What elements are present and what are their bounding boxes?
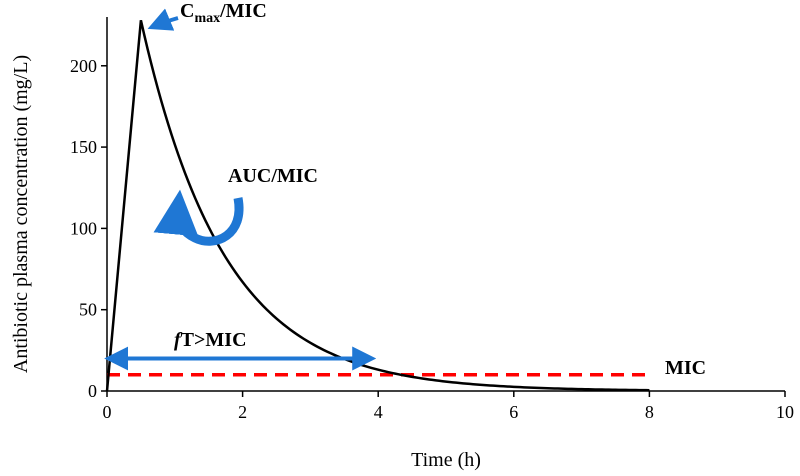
- cmax-arrow: [147, 8, 179, 31]
- y-tick-group: 0 50 100 150 200: [70, 56, 107, 401]
- ft-mic-label: fT>MIC: [174, 329, 247, 351]
- y-tick-label: 50: [79, 300, 97, 320]
- y-axis-title: Antibiotic plasma concentration (mg/L): [10, 55, 32, 373]
- auc-label: AUC/MIC: [228, 165, 318, 187]
- y-tick-label: 150: [70, 137, 97, 157]
- concentration-curve: [105, 19, 650, 392]
- auc-arrow: [153, 189, 244, 246]
- x-tick-label: 0: [103, 402, 112, 422]
- x-axis-title: Time (h): [411, 449, 481, 471]
- x-tick-label: 6: [509, 402, 518, 422]
- x-tick-label: 10: [776, 402, 794, 422]
- cmax-label: Cmax/MIC: [180, 0, 267, 26]
- x-tick-label: 2: [238, 402, 247, 422]
- y-tick-label: 100: [70, 218, 97, 238]
- x-tick-group: 0 2 4 6 8 10: [103, 391, 794, 422]
- y-tick-label: 0: [88, 381, 97, 401]
- x-tick-label: 4: [374, 402, 383, 422]
- mic-label: MIC: [665, 357, 706, 379]
- x-tick-label: 8: [645, 402, 654, 422]
- y-tick-label: 200: [70, 56, 97, 76]
